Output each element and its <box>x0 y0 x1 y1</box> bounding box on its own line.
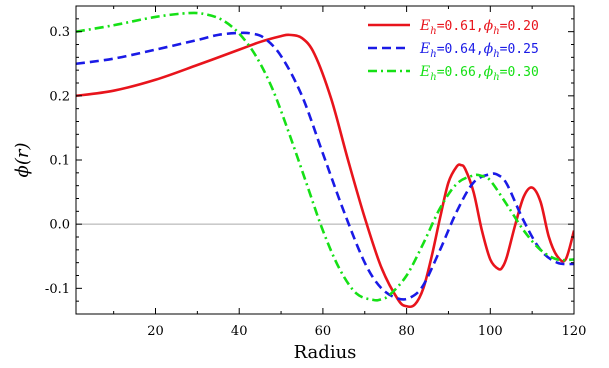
x-tick-label: 100 <box>478 324 503 339</box>
tick-layer: 20 40 60 80 100 120 -0.1 0.0 0.1 0.2 0.3 <box>45 5 587 339</box>
y-tick-label: 0.0 <box>49 218 70 233</box>
y-tick-label: 0.1 <box>49 154 70 169</box>
y-axis-title: ϕ(r) <box>12 143 33 178</box>
x-tick-label: 80 <box>398 324 415 339</box>
series-layer <box>76 11 574 309</box>
legend-label-1: Eh=0.61,ϕh=0.20 <box>419 18 539 37</box>
x-tick-label: 40 <box>231 324 248 339</box>
x-tick-label: 20 <box>147 324 164 339</box>
y-tick-label: 0.2 <box>49 89 70 104</box>
legend: Eh=0.61,ϕh=0.20 Eh=0.64,ϕh=0.25 Eh=0.66,ϕh… <box>368 18 539 83</box>
x-tick-label: 60 <box>315 324 332 339</box>
legend-label-3: Eh=0.66,ϕh=0.30 <box>419 64 539 83</box>
legend-label-2: Eh=0.64,ϕh=0.25 <box>419 41 539 60</box>
y-tick-label: 0.3 <box>49 25 70 40</box>
x-axis-title: Radius <box>294 342 357 363</box>
series-line-3 <box>76 11 574 302</box>
y-tick-label: -0.1 <box>45 282 70 297</box>
series-line-1 <box>76 33 574 309</box>
x-tick-label: 120 <box>562 324 587 339</box>
